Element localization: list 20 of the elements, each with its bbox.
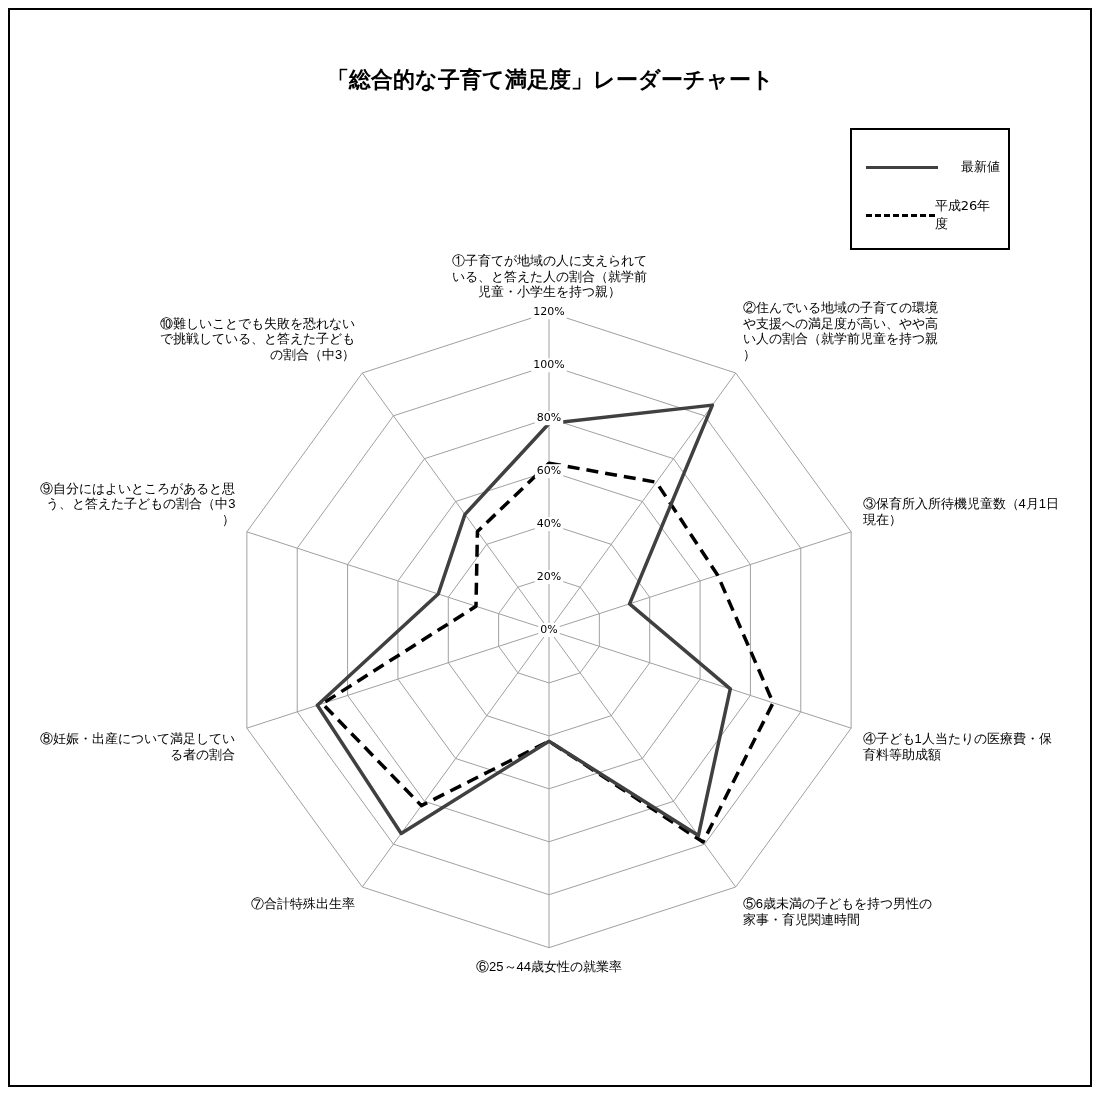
y-tick-label: 0% [540, 622, 558, 636]
spoke-label: ①子育てが地域の人に支えられている、と答えた人の割合（就学前児童・小学生を持つ親） [451, 252, 647, 300]
text: 平成26年度 [934, 197, 992, 233]
chart-title: 「総合的な子育て満足度」レーダーチャート [325, 66, 775, 94]
spoke-label: ③保育所入所待機児童数（4月1日現在） [862, 496, 1060, 527]
spoke-label: ②住んでいる地域の子育ての環境や支援への満足度が高い、やや高い人の割合（就学前児童を持つ親） [742, 300, 938, 363]
spoke-label: ⑩難しいことでも失敗を恐れないで挑戦している、と答えた子どもの割合（中3） [160, 315, 356, 363]
spoke-label: ⑥25～44歳女性の就業率 [476, 959, 622, 975]
spoke-label: ⑤6歳未満の子どもを持つ男性の家事・育児関連時間 [742, 896, 933, 927]
y-tick-label: 80% [536, 411, 562, 425]
spoke-label: ④子ども1人当たりの医療費・保育料等助成額 [862, 731, 1052, 762]
text: 最新値 [961, 158, 1000, 176]
y-tick-label: 120% [533, 305, 565, 319]
y-tick-label: 20% [536, 569, 562, 583]
spoke-label: ⑧妊娠・出産について満足している者の割合 [40, 731, 236, 762]
y-tick-label: 100% [533, 358, 565, 372]
spoke-label: ⑦合計特殊出生率 [251, 896, 356, 912]
y-tick-label: 60% [536, 464, 562, 478]
y-tick-label: 40% [536, 516, 562, 530]
spoke-label: ⑨自分にはよいところがあると思う、と答えた子どもの割合（中3） [40, 480, 236, 527]
